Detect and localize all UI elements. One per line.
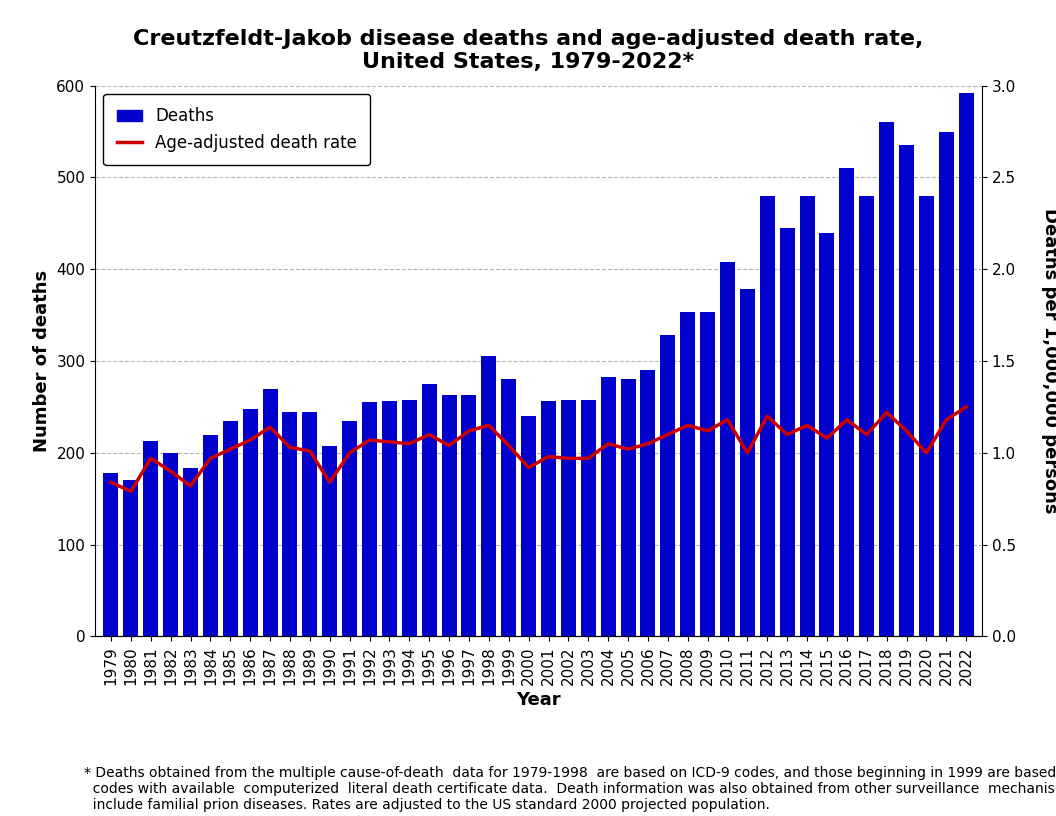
Bar bbox=[720, 262, 735, 636]
Bar bbox=[680, 313, 695, 636]
Bar bbox=[779, 228, 794, 636]
Bar bbox=[402, 400, 417, 636]
Bar bbox=[322, 446, 337, 636]
Bar bbox=[860, 196, 874, 636]
Bar bbox=[541, 401, 555, 636]
Bar bbox=[243, 409, 258, 636]
Bar bbox=[819, 233, 834, 636]
Bar bbox=[461, 395, 476, 636]
Text: Creutzfeldt-Jakob disease deaths and age-adjusted death rate,
United States, 197: Creutzfeldt-Jakob disease deaths and age… bbox=[133, 29, 923, 72]
Bar bbox=[799, 196, 814, 636]
Bar bbox=[899, 145, 913, 636]
Bar bbox=[124, 481, 138, 636]
Legend: Deaths, Age-adjusted death rate: Deaths, Age-adjusted death rate bbox=[103, 94, 371, 165]
Bar bbox=[621, 379, 636, 636]
Bar bbox=[263, 388, 278, 636]
Bar bbox=[522, 416, 536, 636]
Bar bbox=[601, 377, 616, 636]
Text: * Deaths obtained from the multiple cause-of-death  data for 1979-1998  are base: * Deaths obtained from the multiple caus… bbox=[84, 765, 1056, 812]
Bar bbox=[939, 131, 954, 636]
Bar bbox=[581, 400, 596, 636]
Bar bbox=[103, 473, 118, 636]
X-axis label: Year: Year bbox=[516, 690, 561, 708]
Y-axis label: Number of deaths: Number of deaths bbox=[33, 270, 51, 452]
Bar bbox=[203, 434, 218, 636]
Bar bbox=[223, 421, 238, 636]
Y-axis label: Deaths per 1,000,000 persons: Deaths per 1,000,000 persons bbox=[1041, 208, 1056, 514]
Bar bbox=[421, 384, 436, 636]
Bar bbox=[441, 395, 456, 636]
Bar bbox=[382, 401, 397, 636]
Bar bbox=[641, 370, 656, 636]
Bar bbox=[482, 357, 496, 636]
Bar bbox=[660, 335, 675, 636]
Bar bbox=[561, 400, 576, 636]
Bar bbox=[144, 441, 158, 636]
Bar bbox=[283, 411, 298, 636]
Bar bbox=[840, 168, 854, 636]
Bar bbox=[183, 468, 197, 636]
Bar bbox=[502, 379, 516, 636]
Bar bbox=[740, 290, 755, 636]
Bar bbox=[919, 196, 934, 636]
Bar bbox=[760, 196, 775, 636]
Bar bbox=[164, 453, 178, 636]
Bar bbox=[362, 402, 377, 636]
Bar bbox=[880, 122, 894, 636]
Bar bbox=[342, 421, 357, 636]
Bar bbox=[959, 93, 974, 636]
Bar bbox=[302, 411, 317, 636]
Bar bbox=[700, 313, 715, 636]
